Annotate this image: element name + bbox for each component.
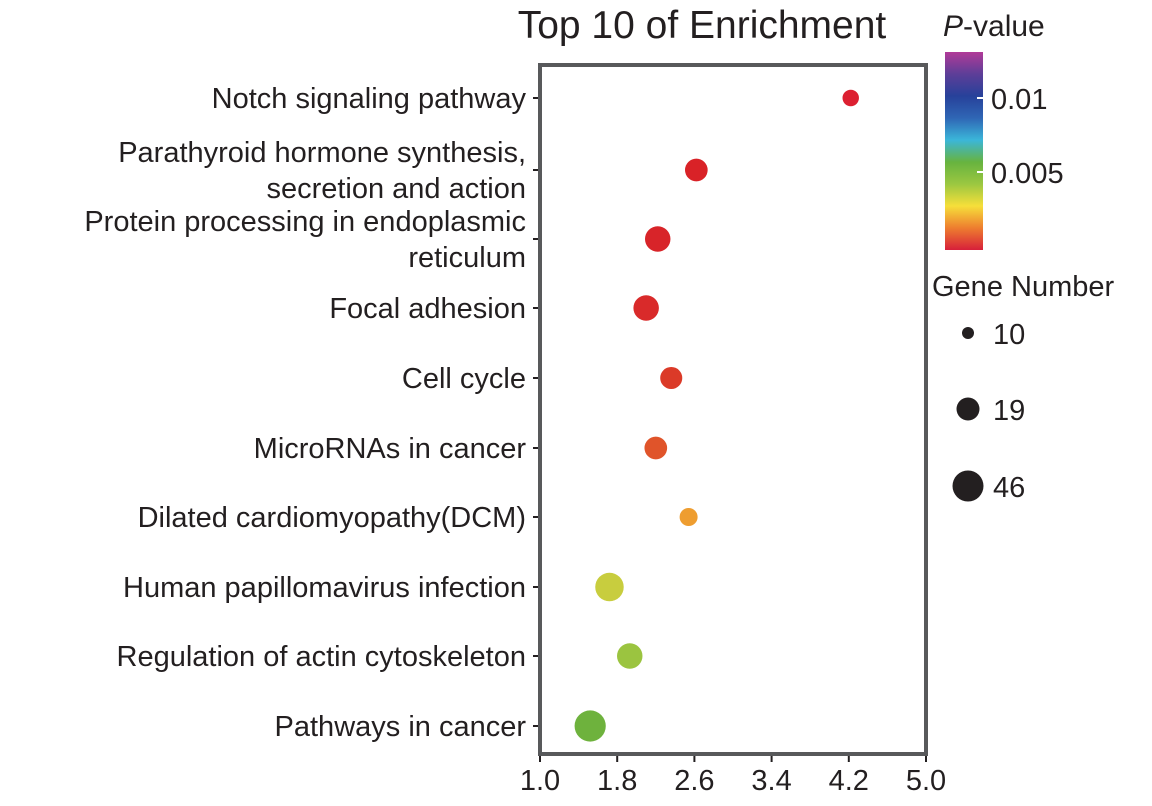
p-value-tick-label: 0.01 xyxy=(991,84,1047,116)
gene-number-legend-dot xyxy=(952,470,984,502)
y-tick-label: Pathways in cancer xyxy=(275,711,527,743)
x-tick-label: 4.2 xyxy=(829,765,869,797)
gene-number-legend-title: Gene Number xyxy=(932,271,1114,303)
data-point xyxy=(633,295,659,321)
data-point xyxy=(684,158,708,182)
gene-number-legend-label: 10 xyxy=(993,319,1025,351)
x-tick-label: 2.6 xyxy=(674,765,714,797)
data-point xyxy=(595,572,624,602)
p-value-legend-title: P-value xyxy=(943,10,1045,43)
x-tick-label: 1.8 xyxy=(597,765,637,797)
gene-number-legend-dot xyxy=(956,397,980,421)
y-tick-label: Human papillomavirus infection xyxy=(123,572,526,604)
x-tick-label: 1.0 xyxy=(520,765,560,797)
p-value-tick-label: 0.005 xyxy=(991,158,1064,190)
y-tick-label: Regulation of actin cytoskeleton xyxy=(117,641,526,673)
data-point xyxy=(574,710,606,742)
p-value-legend: P-value 0.01 0.005 xyxy=(943,10,1064,250)
y-axis: Notch signaling pathway Parathyroid hormo… xyxy=(84,83,538,743)
plot-area xyxy=(538,63,928,756)
x-tick-label: 5.0 xyxy=(906,765,946,797)
x-axis: 1.0 1.8 2.6 3.4 4.2 5.0 xyxy=(520,756,946,797)
data-point xyxy=(679,507,698,527)
chart-title: Top 10 of Enrichment xyxy=(518,4,887,47)
y-tick-label: Parathyroid hormone synthesis, secretion … xyxy=(118,137,526,205)
y-tick-label: Cell cycle xyxy=(402,363,526,395)
p-value-color-bar xyxy=(945,52,983,250)
data-point xyxy=(644,226,671,252)
gene-number-legend-dot xyxy=(962,327,974,339)
gene-number-legend: Gene Number 10 19 46 xyxy=(932,271,1114,504)
data-point xyxy=(842,89,859,107)
plot-frame xyxy=(538,63,928,756)
data-point xyxy=(644,436,668,460)
data-point xyxy=(617,643,643,669)
y-tick-label: Focal adhesion xyxy=(329,293,526,325)
y-tick-label: MicroRNAs in cancer xyxy=(254,433,527,465)
gene-number-legend-label: 46 xyxy=(993,472,1025,504)
gene-number-legend-label: 19 xyxy=(993,395,1025,427)
data-point xyxy=(660,366,683,390)
x-tick-label: 3.4 xyxy=(751,765,791,797)
y-tick-label: Notch signaling pathway xyxy=(212,83,527,115)
y-tick-label: Dilated cardiomyopathy(DCM) xyxy=(138,502,526,534)
y-tick-label: Protein processing in endoplasmic reticul… xyxy=(84,206,526,274)
